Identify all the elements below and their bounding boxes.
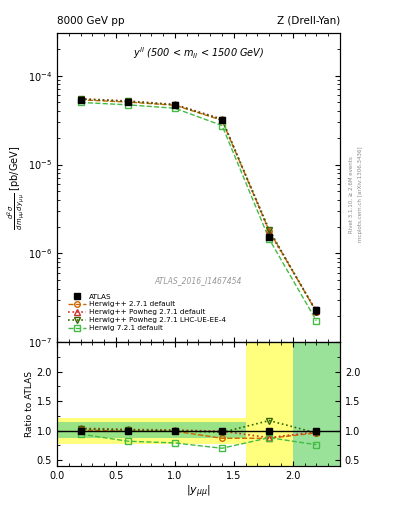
- X-axis label: $|y_{\mu\mu}|$: $|y_{\mu\mu}|$: [186, 483, 211, 500]
- Y-axis label: Ratio to ATLAS: Ratio to ATLAS: [25, 371, 34, 437]
- Legend: ATLAS, Herwig++ 2.7.1 default, Herwig++ Powheg 2.7.1 default, Herwig++ Powheg 2.: ATLAS, Herwig++ 2.7.1 default, Herwig++ …: [66, 292, 227, 332]
- Text: ATLAS_2016_I1467454: ATLAS_2016_I1467454: [155, 276, 242, 285]
- Text: Z (Drell-Yan): Z (Drell-Yan): [277, 15, 340, 26]
- Text: $y^{ll}$ (500 < $m_{ll}$ < 1500 GeV): $y^{ll}$ (500 < $m_{ll}$ < 1500 GeV): [133, 46, 264, 61]
- Text: mcplots.cern.ch [arXiv:1306.3436]: mcplots.cern.ch [arXiv:1306.3436]: [358, 147, 363, 242]
- Text: Rivet 3.1.10, ≥ 2.6M events: Rivet 3.1.10, ≥ 2.6M events: [349, 156, 354, 233]
- Y-axis label: $\frac{d^2\sigma}{d\,m_{\mu\mu}\,d\,y_{\mu\mu}}$ [pb/GeV]: $\frac{d^2\sigma}{d\,m_{\mu\mu}\,d\,y_{\…: [5, 145, 27, 230]
- Text: 8000 GeV pp: 8000 GeV pp: [57, 15, 125, 26]
